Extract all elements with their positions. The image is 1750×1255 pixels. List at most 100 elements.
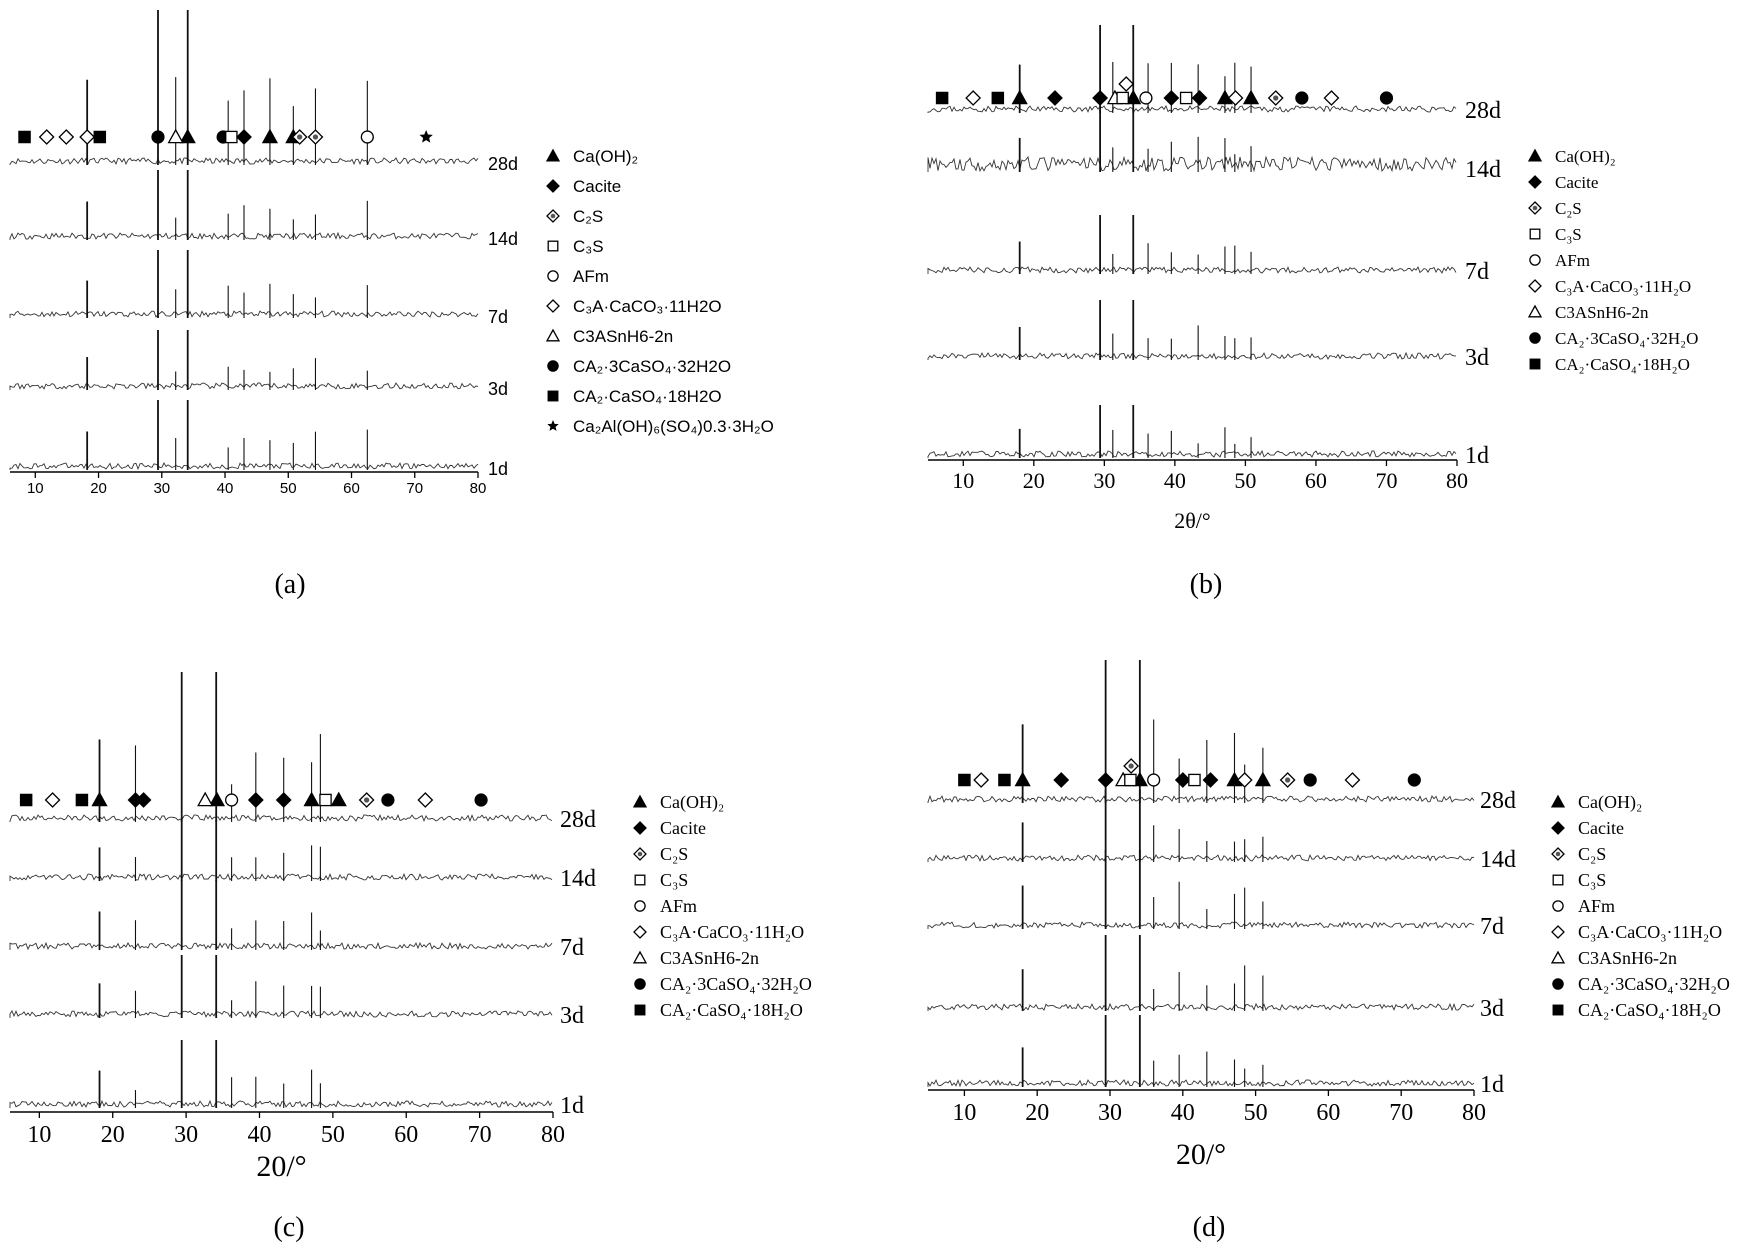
x-tick-label: 20 [90, 480, 107, 497]
legend-marker-circle-open [1529, 254, 1541, 266]
legend-marker-diamond-filled [1551, 821, 1565, 835]
curing-age-label-14d: 14d [1465, 157, 1501, 183]
legend-marker-triangle-open [632, 950, 648, 964]
phase-marker-square-open [1116, 91, 1129, 105]
phase-marker-square-filled [935, 91, 949, 105]
curing-age-label-7d: 7d [1465, 259, 1489, 285]
phase-marker-triangle-filled [261, 128, 279, 144]
x-tick-label: 80 [1446, 468, 1468, 493]
phase-marker-circle-open [1139, 91, 1153, 105]
curing-age-label-3d: 3d [488, 379, 508, 399]
phase-marker-circle-open [225, 793, 239, 807]
xrd-panel-c: 10 20 30 40 50 60 70 80 20/° 28d 14d 7d 3d 1d Ca(OH)₂ C… [9, 672, 812, 1183]
curing-age-label-1d: 1d [1480, 1072, 1504, 1098]
phase-marker-square-open [1179, 91, 1193, 105]
phase-marker-square-filled [75, 793, 89, 807]
xrd-panel-b: 10 20 30 40 50 60 70 80 2θ/° 28d 14d 7d 3d 1d Ca(OH)₂ C… [927, 25, 1698, 533]
x-tick-label: 20 [1025, 1100, 1049, 1126]
legend-label: AFm [573, 267, 609, 286]
legend-label: Cacite [660, 818, 706, 838]
x-tick-label: 60 [394, 1122, 418, 1148]
xrd-panel-d: 10 20 30 40 50 60 70 80 20/° 28d 14d 7d 3d 1d Ca(OH)₂ C… [927, 660, 1730, 1171]
phase-marker-triangle-filled [91, 791, 108, 807]
x-tick-label: 20 [101, 1122, 125, 1148]
phase-marker-diamond-open [1118, 76, 1135, 92]
legend-label: C₃S [573, 237, 604, 256]
legend-label: AFm [660, 896, 697, 916]
legend-label: C₃A·CaCO₃·11H₂O [1578, 922, 1722, 942]
phase-marker-circle-filled [474, 793, 488, 807]
legend-label: Ca₂Al(OH)₆(SO₄)0.3·3H₂O [573, 417, 774, 436]
legend-marker-square-filled [1529, 358, 1541, 370]
phase-marker-square-open [319, 793, 332, 807]
legend-label: AFm [1578, 896, 1615, 916]
phase-marker-triangle-filled [303, 791, 320, 807]
phase-marker-circle-filled [1295, 91, 1309, 105]
legend-marker-triangle-open [1550, 950, 1566, 964]
phase-marker-circle-filled [151, 130, 165, 144]
phase-marker-triangle-filled [330, 791, 347, 807]
legend-marker-diamond-open [1528, 279, 1542, 293]
pattern-noise-1d [927, 449, 1457, 458]
legend-marker-diamond-dot-dot [1532, 205, 1538, 211]
legend-label: Cacite [1555, 173, 1598, 192]
phase-marker-diamond-open [58, 129, 75, 145]
legend-label: C₃A·CaCO₃·11H₂O [1555, 277, 1691, 296]
x-tick-label: 10 [952, 468, 974, 493]
phase-marker-circle-filled [1303, 773, 1317, 787]
x-axis-title: 2θ/° [1174, 508, 1210, 533]
phase-marker-triangle-filled [1011, 89, 1028, 105]
curing-age-label-7d: 7d [488, 307, 508, 327]
legend-marker-circle-filled [634, 978, 646, 990]
x-tick-label: 30 [1098, 1100, 1122, 1126]
curing-age-label-1d: 1d [1465, 443, 1489, 469]
legend-label: C3ASnH6-2n [1555, 303, 1649, 322]
phase-marker-diamond-open [417, 792, 434, 808]
phase-marker-square-filled [958, 773, 971, 787]
x-tick-label: 10 [27, 1122, 51, 1148]
curing-age-label-1d: 1d [488, 459, 508, 479]
x-tick-label: 60 [1305, 468, 1327, 493]
curing-age-label-14d: 14d [560, 866, 596, 892]
xrd-panel-a: 10 20 30 40 50 60 70 80 28d 14d 7d 3d 1d Ca(OH)₂ Cacit… [9, 10, 774, 497]
curing-age-label-28d: 28d [1480, 788, 1516, 814]
phase-marker-diamond-filled [1202, 772, 1219, 788]
x-tick-label: 70 [1389, 1100, 1413, 1126]
phase-marker-diamond-dot-dot [1273, 95, 1279, 101]
legend-label: C₃A·CaCO₃·11H₂O [660, 922, 804, 942]
legend-label: Ca(OH)₂ [660, 792, 724, 813]
phase-marker-diamond-dot-dot [363, 797, 370, 803]
phase-marker-triangle-filled [179, 128, 196, 144]
legend-label: CA₂·3CaSO₄·32H₂O [660, 974, 812, 994]
pattern-noise-28d [927, 794, 1475, 804]
curing-age-label-14d: 14d [488, 229, 518, 249]
legend-marker-square-filled [634, 1004, 646, 1016]
legend-label: C3ASnH6-2n [1578, 948, 1677, 968]
legend-label: C₂S [1578, 844, 1606, 864]
phase-marker-square-filled [998, 773, 1011, 787]
legend-label: Cacite [573, 177, 621, 196]
phase-marker-diamond-filled [236, 129, 252, 145]
legend-label: Cacite [1578, 818, 1624, 838]
phase-marker-diamond-filled [247, 792, 264, 808]
phase-marker-diamond-open [44, 792, 61, 808]
pattern-noise-7d [927, 266, 1457, 274]
phase-marker-diamond-filled [275, 792, 292, 808]
legend-marker-circle-open [547, 270, 559, 282]
phase-marker-diamond-open [973, 772, 990, 788]
phase-marker-triangle-filled [1125, 89, 1142, 105]
legend-marker-triangle-filled [632, 794, 648, 808]
curing-age-label-28d: 28d [1465, 98, 1501, 124]
legend-marker-diamond-dot-dot [637, 851, 643, 857]
legend-marker-diamond-dot-dot [550, 213, 556, 219]
pattern-noise-3d [927, 351, 1456, 360]
legend-marker-square-open [1529, 228, 1541, 240]
legend-marker-triangle-filled [1550, 794, 1566, 808]
legend-marker-diamond-filled [1528, 175, 1542, 189]
legend-label: CA₂·CaSO₄·18H₂O [1578, 1000, 1721, 1020]
legend-label: CA₂·3CaSO₄·32H2O [573, 357, 731, 376]
phase-marker-square-open [225, 130, 238, 144]
pattern-noise-14d [927, 853, 1475, 862]
phase-marker-diamond-open [79, 129, 96, 145]
phase-marker-circle-filled [1379, 91, 1394, 105]
